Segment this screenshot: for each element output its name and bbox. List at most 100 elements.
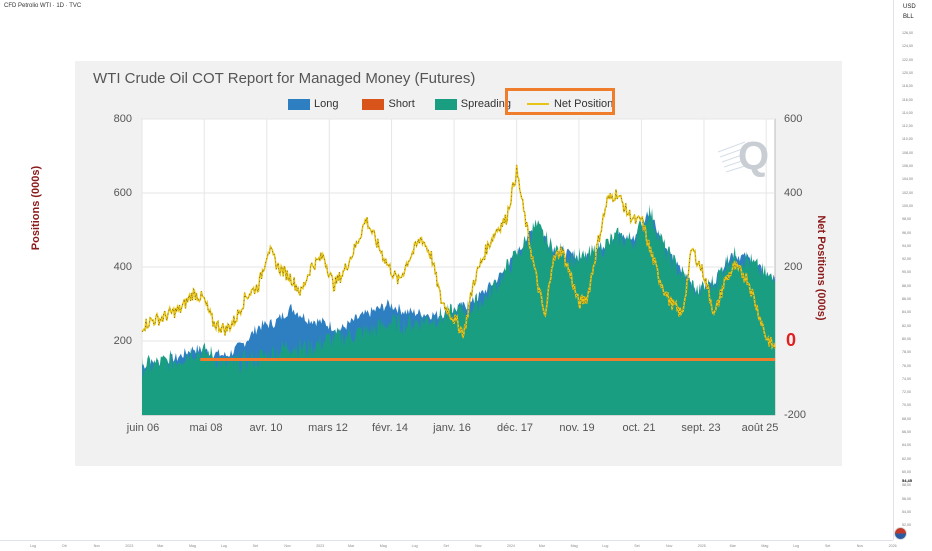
time-tick-label: Nov	[666, 544, 673, 548]
price-tick-label: 56,00	[902, 496, 911, 501]
x-tick-label: mai 08	[189, 422, 223, 434]
price-tick-label: 96,00	[902, 230, 911, 235]
price-tick-label: 76,00	[902, 363, 911, 368]
y-left-tick: 200	[113, 335, 132, 347]
price-tick-label: 72,00	[902, 390, 911, 395]
price-tick-label: 52,00	[902, 523, 911, 528]
time-tick-label: 2023	[316, 544, 325, 548]
price-unit: BLL	[903, 14, 914, 20]
spreading-series-area	[142, 204, 775, 415]
price-tick-label: 112,00	[902, 124, 913, 129]
y-left-tick: 600	[113, 187, 132, 199]
y-left-tick: 800	[113, 113, 132, 125]
time-tick-label: Lug	[602, 544, 609, 548]
price-tick-label: 106,00	[902, 164, 913, 168]
time-tick-label: Mar	[157, 544, 164, 548]
x-tick-label: sept. 23	[681, 422, 721, 434]
net-position-series-markers	[141, 164, 776, 349]
time-tick-label: Mar	[538, 544, 545, 548]
price-tick-label: 54,00	[902, 509, 911, 514]
time-tick-label: Set	[634, 544, 640, 548]
price-tick-label: 94,00	[902, 243, 911, 248]
price-tick-label: 114,00	[902, 110, 913, 115]
price-tick-label: 70,00	[902, 403, 911, 408]
x-tick-label: juin 06	[126, 422, 160, 434]
highlight-box-net-position	[505, 88, 615, 115]
price-currency: USD	[903, 4, 916, 10]
time-tick-label: 2023	[125, 544, 134, 548]
time-tick-label: Set	[443, 544, 449, 548]
quandl-logo-watermark: Q	[738, 134, 770, 178]
logo-streak	[719, 147, 746, 158]
last-price-label: 54,45	[902, 478, 913, 483]
price-tick-label: 68,00	[902, 416, 911, 421]
price-tick-label: 110,00	[902, 137, 913, 142]
x-tick-label: févr. 14	[371, 422, 409, 434]
legend-long-swatch	[288, 98, 310, 110]
chart-title: WTI Crude Oil COT Report for Managed Mon…	[93, 70, 476, 87]
time-tick-label: 2025	[697, 544, 706, 548]
logo-streak	[717, 141, 746, 153]
price-axis[interactable]: USD BLL 126,00 124,00 122,00 120,00 118,00 11…	[893, 0, 932, 540]
time-tick-label: Set	[825, 544, 831, 548]
price-tick-label: 78,00	[902, 350, 911, 355]
price-tick-label: 86,00	[902, 297, 911, 301]
zero-annotation: 0	[786, 330, 797, 350]
time-tick-label: Nov	[856, 544, 864, 548]
price-tick-label: 64,00	[902, 443, 911, 448]
y-right-tick: 400	[784, 187, 803, 199]
x-tick-label: mars 12	[308, 422, 348, 434]
price-tick-label: 108,00	[902, 150, 913, 155]
legend-net-line	[526, 103, 549, 105]
price-tick-label: 60,00	[902, 469, 911, 474]
y-right-tick: -200	[784, 409, 807, 421]
time-tick-label: Nov	[284, 544, 291, 548]
y-right-tick: 200	[784, 261, 803, 273]
price-tick-label: 122,00	[902, 57, 913, 62]
legend-long-label[interactable]: Long	[314, 98, 339, 110]
x-tick-label: août 25	[741, 422, 779, 434]
logo-streak	[721, 153, 746, 163]
price-tick-label: 120,00	[902, 70, 913, 75]
x-tick-label: nov. 19	[559, 422, 595, 434]
window-title: CFD Petrolio WTI · 1D · TVC	[4, 3, 82, 9]
time-tick-label: 2026	[888, 544, 897, 548]
price-tick-label: 74,00	[902, 376, 911, 381]
price-tick-label: 82,00	[902, 323, 911, 328]
time-tick-label: Mag	[189, 544, 196, 548]
x-tick-label: avr. 10	[249, 422, 283, 434]
time-tick-label: Mag	[570, 544, 578, 548]
time-tick-label: Ott	[61, 544, 67, 548]
price-tick-label: 62,00	[902, 456, 911, 461]
price-tick-label: 100,00	[902, 203, 913, 208]
logo-streak	[725, 165, 746, 173]
x-tick-label: déc. 17	[496, 422, 534, 434]
time-tick-label: Set	[252, 544, 258, 548]
legend-short-swatch	[362, 98, 385, 110]
time-tick-label: Nov	[475, 544, 482, 548]
time-tick-label: Mar	[729, 544, 736, 548]
y-right-axis-title: Net Positions (000s)	[815, 215, 827, 321]
legend-short-label[interactable]: Short	[388, 98, 415, 110]
time-tick-label: Lug	[793, 544, 800, 548]
flag-icon[interactable]	[894, 527, 907, 540]
time-axis[interactable]: Lug Ott Nov 2023 Mar Mag Lug Set Nov 2023 Mar Mag Lu…	[0, 540, 897, 551]
legend-net-label[interactable]: Net Position	[553, 98, 614, 110]
time-tick-label: Mar	[348, 544, 355, 548]
time-tick-label: Lug	[220, 544, 227, 548]
price-tick-label: 58,00	[902, 483, 911, 488]
price-tick-label: 92,00	[902, 257, 911, 262]
price-tick-label: 118,00	[902, 84, 913, 89]
price-tick-label: 80,00	[902, 336, 911, 341]
y-left-tick: 400	[113, 261, 132, 273]
x-tick-label: janv. 16	[433, 422, 471, 434]
legend-spreading-label[interactable]: Spreading	[460, 98, 511, 110]
y-left-axis-title: Positions (000s)	[30, 165, 42, 251]
price-tick-label: 88,00	[902, 283, 911, 288]
logo-streak	[723, 159, 746, 168]
legend-spreading-swatch	[434, 98, 457, 110]
time-tick-label: Mag	[761, 544, 769, 548]
price-tick-label: 84,00	[902, 310, 911, 315]
time-tick-label: Mag	[379, 544, 387, 548]
